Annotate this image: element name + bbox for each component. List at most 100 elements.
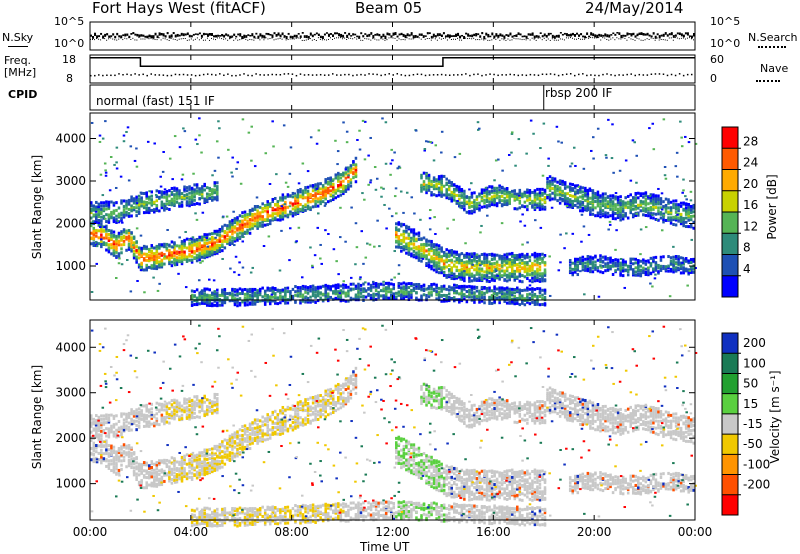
search-point (332, 38, 333, 40)
power-cell (110, 200, 113, 204)
power-speckle (242, 236, 245, 239)
power-cell (155, 204, 159, 208)
power-cell (498, 275, 501, 279)
noise-point (529, 33, 532, 36)
power-cell (533, 208, 537, 212)
search-point (545, 39, 547, 41)
power-cell (508, 190, 511, 194)
noise-point (459, 35, 462, 39)
power-cell (518, 196, 522, 200)
search-point (132, 37, 134, 39)
power-speckle (547, 157, 550, 160)
power-cell (503, 187, 506, 191)
power-cell (122, 228, 126, 232)
power-cell (508, 289, 511, 293)
power-cell (180, 192, 184, 196)
power-cell (571, 202, 574, 206)
power-cell (185, 255, 189, 259)
power-cell (589, 188, 592, 192)
power-cell (125, 237, 128, 241)
power-cell (639, 201, 643, 205)
power-speckle (125, 130, 128, 133)
nave-point (557, 74, 560, 77)
power-cell (256, 214, 259, 218)
power-cell (117, 212, 121, 216)
power-cell (495, 189, 499, 193)
power-cell (672, 255, 675, 259)
nave-point (392, 74, 394, 76)
noise-point (332, 34, 334, 37)
power-cell (475, 197, 479, 201)
power-cell (430, 287, 433, 291)
power-cell (339, 176, 343, 180)
power-cell (142, 252, 146, 256)
search-point (334, 37, 336, 39)
power-cell (672, 258, 675, 262)
power-cell (644, 213, 648, 217)
power-cell (231, 221, 234, 225)
power-cell (422, 287, 426, 291)
power-cell (178, 192, 181, 196)
power-cell (170, 197, 174, 201)
power-cell (175, 200, 179, 204)
search-point (140, 38, 142, 40)
power-cell (558, 187, 562, 191)
power-cell (483, 205, 486, 209)
power-cell (125, 210, 128, 214)
power-cell (664, 265, 668, 269)
power-cell (533, 200, 537, 204)
power-cell (236, 217, 239, 221)
power-cell (521, 258, 524, 262)
power-cell (180, 203, 184, 207)
search-point (418, 37, 420, 39)
noise-point (584, 35, 587, 39)
power-cell (609, 267, 612, 271)
power-cell (488, 260, 491, 264)
power-cell (662, 255, 665, 259)
power-cell (208, 237, 211, 241)
power-cell (692, 226, 695, 230)
power-cell (611, 210, 615, 214)
search-point (574, 38, 575, 40)
power-cell (420, 243, 423, 247)
power-cell (160, 251, 164, 255)
power-cell (667, 216, 670, 220)
power-cell (415, 286, 418, 290)
power-cell (574, 266, 577, 270)
nave-legend-line (756, 80, 780, 82)
nave-point (622, 74, 624, 76)
power-speckle (385, 227, 388, 230)
power-cell (281, 297, 285, 301)
power-speckle (245, 232, 249, 235)
power-cell (427, 243, 431, 247)
power-cell (642, 209, 645, 213)
power-cell (170, 200, 174, 204)
power-cell (420, 176, 423, 180)
power-cell (389, 288, 393, 292)
power-speckle (612, 171, 615, 174)
power-cell (402, 235, 406, 239)
noise-point (650, 35, 653, 38)
power-cell (155, 189, 159, 193)
power-speckle (218, 127, 221, 130)
nave-point (134, 73, 136, 75)
power-speckle (327, 232, 330, 235)
power-cell (432, 282, 436, 286)
power-cell (664, 268, 668, 272)
power-cell (624, 214, 627, 218)
noise-point (124, 33, 127, 37)
power-cell (120, 243, 123, 247)
nave-point (102, 74, 104, 77)
power-cell (470, 265, 474, 269)
nave-point (598, 74, 600, 77)
power-cell (425, 287, 428, 291)
power-cell (125, 231, 128, 235)
search-point (279, 37, 281, 39)
power-cell (228, 228, 232, 232)
power-cell (516, 194, 519, 198)
power-cell (528, 196, 532, 200)
power-cell (337, 194, 340, 198)
power-cell (427, 175, 431, 179)
power-cell (117, 241, 121, 245)
power-cell (158, 260, 161, 264)
